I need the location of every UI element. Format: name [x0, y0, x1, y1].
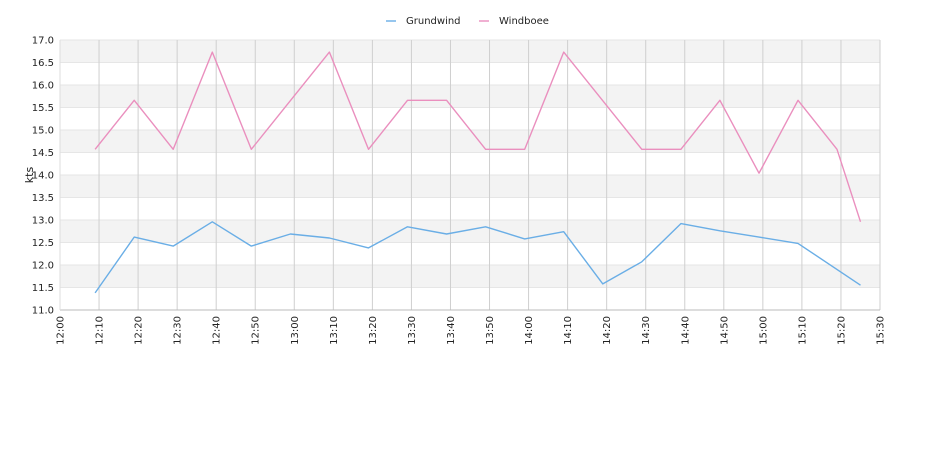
- grid-band: [60, 265, 880, 288]
- y-tick-label: 15.5: [32, 103, 54, 114]
- x-tick-label: 12:40: [212, 316, 223, 345]
- y-tick-label: 13.5: [32, 193, 54, 204]
- x-tick-label: 14:10: [563, 316, 574, 345]
- x-tick-label: 14:50: [719, 316, 730, 345]
- x-tick-label: 13:40: [446, 316, 457, 345]
- grid-band: [60, 130, 880, 153]
- x-tick-label: 13:00: [290, 316, 301, 345]
- legend-item-windboee[interactable]: Windboee: [479, 16, 549, 27]
- series-group: [94, 51, 862, 294]
- x-tick-label: 14:00: [524, 316, 535, 345]
- series-line-windboee: [94, 51, 862, 223]
- x-tick-label: 15:20: [836, 316, 847, 345]
- x-tick-label: 12:20: [134, 316, 145, 345]
- grid-band: [60, 107, 880, 130]
- y-tick-label: 16.0: [32, 81, 54, 92]
- x-tick-label: 12:00: [56, 316, 67, 345]
- x-tick-label: 15:00: [758, 316, 769, 345]
- grid-band: [60, 152, 880, 175]
- x-tick-label: 13:10: [329, 316, 340, 345]
- grid-band: [60, 62, 880, 85]
- grid-band: [60, 85, 880, 108]
- grid-band: [60, 175, 880, 198]
- x-tick-label: 14:20: [602, 316, 613, 345]
- legend-label: Grundwind: [406, 16, 461, 27]
- series-line-grundwind: [94, 221, 861, 294]
- x-tick-label: 13:50: [485, 316, 496, 345]
- tick-labels: 11.0 11.5 12.0 12.5 13.0 13.5 14.0 14.5 15.0 15.5…: [32, 36, 887, 345]
- y-axis-title: kts: [23, 167, 36, 184]
- x-tick-label: 12:50: [251, 316, 262, 345]
- y-tick-label: 12.5: [32, 238, 54, 249]
- y-tick-label: 13.0: [32, 216, 54, 227]
- legend-item-grundwind[interactable]: Grundwind: [386, 16, 461, 27]
- x-tick-label: 13:20: [368, 316, 379, 345]
- y-tick-label: 12.0: [32, 261, 54, 272]
- y-tick-label: 14.0: [32, 171, 54, 182]
- x-tick-label: 15:30: [876, 316, 887, 345]
- y-tick-label: 14.5: [32, 148, 54, 159]
- y-tick-label: 17.0: [32, 36, 54, 47]
- y-tick-label: 16.5: [32, 58, 54, 69]
- legend[interactable]: Grundwind Windboee: [386, 16, 549, 27]
- x-tick-label: 15:10: [797, 316, 808, 345]
- x-tick-label: 13:30: [407, 316, 418, 345]
- vertical-gridlines: [59, 40, 881, 310]
- grid-band: [60, 287, 880, 310]
- x-tick-label: 14:30: [641, 316, 652, 345]
- grid-band: [60, 242, 880, 265]
- y-tick-label: 15.0: [32, 126, 54, 137]
- x-tick-label: 12:30: [173, 316, 184, 345]
- legend-label: Windboee: [499, 16, 549, 27]
- x-tick-label: 14:40: [680, 316, 691, 345]
- background-bands: [60, 39, 880, 311]
- grid-band: [60, 40, 880, 63]
- grid-band: [60, 197, 880, 220]
- y-tick-label: 11.5: [32, 283, 54, 294]
- grid-band: [60, 220, 880, 243]
- y-tick-label: 11.0: [32, 306, 54, 317]
- x-tick-label: 12:10: [95, 316, 106, 345]
- axes: [59, 40, 880, 311]
